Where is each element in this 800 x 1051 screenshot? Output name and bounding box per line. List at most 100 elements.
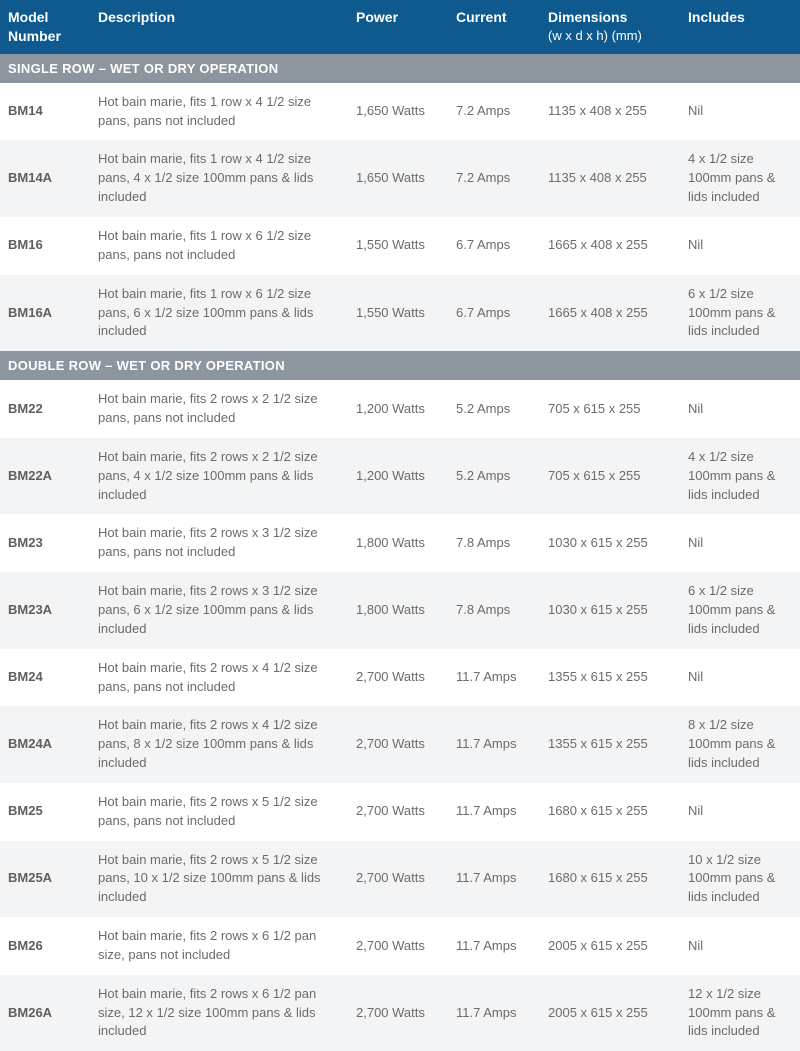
cell-current: 11.7 Amps <box>448 706 540 783</box>
cell-description: Hot bain marie, fits 2 rows x 6 1/2 pan … <box>90 975 348 1051</box>
cell-description: Hot bain marie, fits 1 row x 4 1/2 size … <box>90 83 348 141</box>
cell-current: 7.8 Amps <box>448 572 540 649</box>
cell-includes: 4 x 1/2 size 100mm pans & lids included <box>680 438 800 515</box>
cell-model: BM16 <box>0 217 90 275</box>
cell-includes: 6 x 1/2 size 100mm pans & lids included <box>680 275 800 352</box>
cell-includes: 4 x 1/2 size 100mm pans & lids included <box>680 140 800 217</box>
cell-model: BM22 <box>0 380 90 438</box>
cell-dimensions: 1680 x 615 x 255 <box>540 783 680 841</box>
cell-dimensions: 705 x 615 x 255 <box>540 438 680 515</box>
table-row: BM14AHot bain marie, fits 1 row x 4 1/2 … <box>0 140 800 217</box>
dimensions-label: Dimensions <box>548 9 627 25</box>
table-row: BM22AHot bain marie, fits 2 rows x 2 1/2… <box>0 438 800 515</box>
cell-power: 1,800 Watts <box>348 572 448 649</box>
table-row: BM24Hot bain marie, fits 2 rows x 4 1/2 … <box>0 649 800 707</box>
cell-current: 11.7 Amps <box>448 917 540 975</box>
col-header-power: Power <box>348 0 448 54</box>
table-row: BM14Hot bain marie, fits 1 row x 4 1/2 s… <box>0 83 800 141</box>
section-header-row: DOUBLE ROW – WET OR DRY OPERATION <box>0 351 800 380</box>
cell-power: 1,200 Watts <box>348 438 448 515</box>
table-row: BM24AHot bain marie, fits 2 rows x 4 1/2… <box>0 706 800 783</box>
cell-power: 1,800 Watts <box>348 514 448 572</box>
section-header-row: SINGLE ROW – WET OR DRY OPERATION <box>0 54 800 83</box>
cell-power: 2,700 Watts <box>348 783 448 841</box>
cell-current: 6.7 Amps <box>448 217 540 275</box>
section-title: DOUBLE ROW – WET OR DRY OPERATION <box>0 351 800 380</box>
cell-includes: Nil <box>680 83 800 141</box>
cell-includes: Nil <box>680 217 800 275</box>
cell-includes: 6 x 1/2 size 100mm pans & lids included <box>680 572 800 649</box>
cell-current: 11.7 Amps <box>448 841 540 918</box>
section-title: SINGLE ROW – WET OR DRY OPERATION <box>0 54 800 83</box>
table-header: Model Number Description Power Current D… <box>0 0 800 54</box>
cell-model: BM23A <box>0 572 90 649</box>
spec-table: Model Number Description Power Current D… <box>0 0 800 1051</box>
table-row: BM23AHot bain marie, fits 2 rows x 3 1/2… <box>0 572 800 649</box>
cell-current: 5.2 Amps <box>448 438 540 515</box>
cell-model: BM14 <box>0 83 90 141</box>
cell-power: 2,700 Watts <box>348 649 448 707</box>
cell-includes: 12 x 1/2 size 100mm pans & lids included <box>680 975 800 1051</box>
cell-description: Hot bain marie, fits 2 rows x 2 1/2 size… <box>90 438 348 515</box>
cell-dimensions: 1355 x 615 x 255 <box>540 706 680 783</box>
cell-current: 5.2 Amps <box>448 380 540 438</box>
cell-dimensions: 1355 x 615 x 255 <box>540 649 680 707</box>
cell-dimensions: 705 x 615 x 255 <box>540 380 680 438</box>
col-header-includes: Includes <box>680 0 800 54</box>
cell-power: 2,700 Watts <box>348 706 448 783</box>
cell-description: Hot bain marie, fits 2 rows x 5 1/2 size… <box>90 783 348 841</box>
cell-dimensions: 1680 x 615 x 255 <box>540 841 680 918</box>
table-row: BM25Hot bain marie, fits 2 rows x 5 1/2 … <box>0 783 800 841</box>
cell-power: 1,650 Watts <box>348 140 448 217</box>
cell-current: 7.2 Amps <box>448 83 540 141</box>
cell-model: BM23 <box>0 514 90 572</box>
cell-includes: Nil <box>680 783 800 841</box>
cell-model: BM24 <box>0 649 90 707</box>
cell-includes: Nil <box>680 380 800 438</box>
dimensions-sublabel: (w x d x h) (mm) <box>548 27 674 45</box>
cell-dimensions: 2005 x 615 x 255 <box>540 917 680 975</box>
cell-dimensions: 1135 x 408 x 255 <box>540 140 680 217</box>
cell-power: 2,700 Watts <box>348 975 448 1051</box>
cell-description: Hot bain marie, fits 2 rows x 4 1/2 size… <box>90 649 348 707</box>
cell-includes: 10 x 1/2 size 100mm pans & lids included <box>680 841 800 918</box>
table-row: BM26AHot bain marie, fits 2 rows x 6 1/2… <box>0 975 800 1051</box>
cell-model: BM25A <box>0 841 90 918</box>
cell-description: Hot bain marie, fits 1 row x 6 1/2 size … <box>90 217 348 275</box>
cell-current: 7.8 Amps <box>448 514 540 572</box>
cell-power: 2,700 Watts <box>348 917 448 975</box>
col-header-description: Description <box>90 0 348 54</box>
cell-dimensions: 1030 x 615 x 255 <box>540 572 680 649</box>
cell-dimensions: 1665 x 408 x 255 <box>540 217 680 275</box>
cell-model: BM26A <box>0 975 90 1051</box>
cell-description: Hot bain marie, fits 2 rows x 3 1/2 size… <box>90 514 348 572</box>
cell-model: BM25 <box>0 783 90 841</box>
cell-dimensions: 1665 x 408 x 255 <box>540 275 680 352</box>
cell-current: 11.7 Amps <box>448 975 540 1051</box>
cell-power: 1,200 Watts <box>348 380 448 438</box>
cell-description: Hot bain marie, fits 2 rows x 3 1/2 size… <box>90 572 348 649</box>
cell-dimensions: 1030 x 615 x 255 <box>540 514 680 572</box>
cell-includes: Nil <box>680 917 800 975</box>
col-header-model: Model Number <box>0 0 90 54</box>
cell-includes: 8 x 1/2 size 100mm pans & lids included <box>680 706 800 783</box>
cell-includes: Nil <box>680 514 800 572</box>
cell-description: Hot bain marie, fits 2 rows x 5 1/2 size… <box>90 841 348 918</box>
cell-model: BM22A <box>0 438 90 515</box>
table-row: BM26Hot bain marie, fits 2 rows x 6 1/2 … <box>0 917 800 975</box>
cell-includes: Nil <box>680 649 800 707</box>
col-header-dimensions: Dimensions (w x d x h) (mm) <box>540 0 680 54</box>
col-header-current: Current <box>448 0 540 54</box>
cell-current: 7.2 Amps <box>448 140 540 217</box>
table-row: BM22Hot bain marie, fits 2 rows x 2 1/2 … <box>0 380 800 438</box>
cell-current: 11.7 Amps <box>448 649 540 707</box>
cell-power: 1,550 Watts <box>348 275 448 352</box>
table-row: BM16Hot bain marie, fits 1 row x 6 1/2 s… <box>0 217 800 275</box>
cell-description: Hot bain marie, fits 1 row x 6 1/2 size … <box>90 275 348 352</box>
cell-power: 1,650 Watts <box>348 83 448 141</box>
cell-model: BM26 <box>0 917 90 975</box>
cell-power: 1,550 Watts <box>348 217 448 275</box>
cell-model: BM14A <box>0 140 90 217</box>
cell-model: BM16A <box>0 275 90 352</box>
cell-dimensions: 1135 x 408 x 255 <box>540 83 680 141</box>
